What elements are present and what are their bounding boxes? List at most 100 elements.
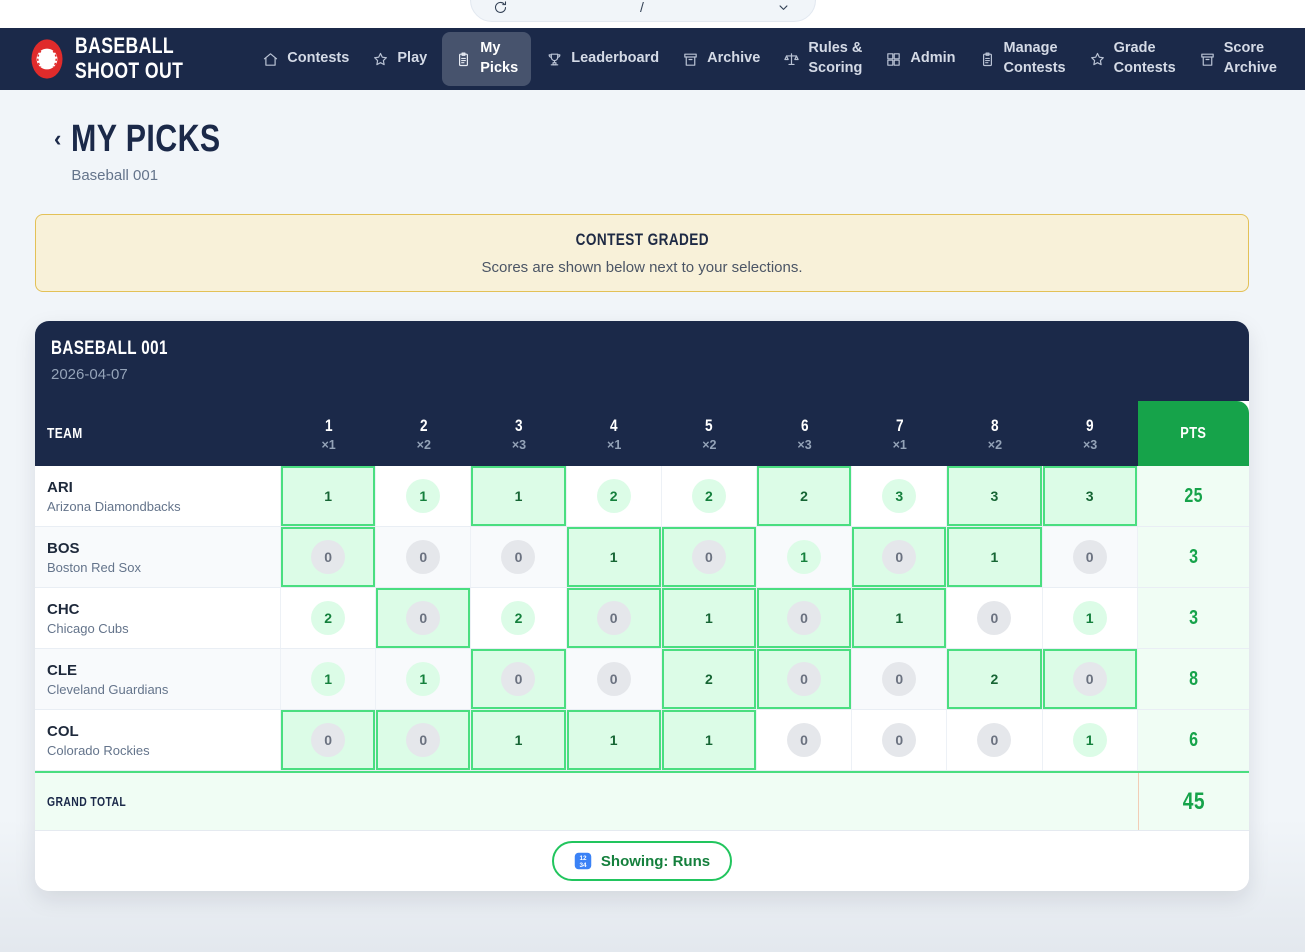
team-name: Cleveland Guardians <box>47 681 169 697</box>
cell-value: 1 <box>324 488 332 504</box>
picked-cell-chc-inning-4: 0 <box>566 588 662 648</box>
score-cell-chc-inning-1: 2 <box>281 588 377 648</box>
score-cell-ari-inning-2: 1 <box>376 466 472 526</box>
cell-value-badge: 0 <box>882 662 917 696</box>
cell-value-badge: 0 <box>1072 662 1107 696</box>
nav-item-admin[interactable]: Admin <box>877 42 963 76</box>
picked-cell-chc-inning-5: 1 <box>661 588 757 648</box>
cell-value: 1 <box>704 610 713 626</box>
inning-number: 4 <box>610 415 619 435</box>
team-abbr: COL <box>47 722 79 740</box>
team-row-cle: CLE Cleveland Guardians 1 1 0 0 2 0 0 2 0 8 <box>35 649 1249 710</box>
nav-item-contests[interactable]: Contests <box>254 42 357 76</box>
cell-value-badge: 0 <box>501 540 536 574</box>
inning-number: 8 <box>990 415 999 435</box>
brand[interactable]: BASEBALL SHOOT OUT <box>30 33 210 84</box>
picked-cell-ari-inning-8: 3 <box>947 466 1043 526</box>
grid-icon <box>887 52 901 66</box>
nav-item-score-archive[interactable]: Score Archive <box>1191 32 1285 85</box>
picked-cell-ari-inning-1: 1 <box>281 466 377 526</box>
nav-item-label: Rules & Scoring <box>808 40 863 76</box>
nav-item-label: Grade Contests <box>1113 40 1176 76</box>
back-button[interactable]: ‹ <box>44 114 71 164</box>
score-cell-ari-inning-7: 3 <box>852 466 948 526</box>
inning-column-header-9: 9 ×3 <box>1042 401 1138 466</box>
cell-value-badge: 0 <box>311 723 346 757</box>
team-cell: ARI Arizona Diamondbacks <box>35 466 281 526</box>
clipboard-icon <box>982 52 992 66</box>
brand-title: BASEBALL SHOOT OUT <box>75 33 184 83</box>
banner-title: CONTEST GRADED <box>575 230 709 249</box>
score-cell-cle-inning-7: 0 <box>852 649 948 709</box>
nav-items: Contests Play My Picks Leaderboard Archive Ru… <box>254 32 1289 86</box>
cell-value: 1 <box>895 610 904 626</box>
score-cell-bos-inning-2: 0 <box>376 527 472 587</box>
picks-card: BASEBALL 001 2026-04-07 TEAM 1 ×1 2 ×2 3 ×3 4 ×1… <box>35 321 1249 891</box>
cell-value-badge: 0 <box>406 601 441 635</box>
team-name: Colorado Rockies <box>47 742 150 758</box>
nav-item-grade-contests[interactable]: Grade Contests <box>1081 32 1184 85</box>
input-numbers-icon: 12 34 <box>574 852 592 870</box>
page-head: ‹ MY PICKS Baseball 001 <box>44 114 1270 184</box>
inning-column-header-4: 4 ×1 <box>566 401 662 466</box>
inning-multiplier: ×3 <box>1082 437 1098 452</box>
cell-value-badge: 1 <box>1072 723 1107 757</box>
card-header: BASEBALL 001 2026-04-07 <box>35 321 1249 401</box>
team-name: Boston Red Sox <box>47 559 141 575</box>
picked-cell-cle-inning-3: 0 <box>471 649 567 709</box>
cell-value-badge: 0 <box>406 723 441 757</box>
team-cell: COL Colorado Rockies <box>35 710 281 770</box>
page-subtitle: Baseball 001 <box>71 167 159 184</box>
table-header-row: TEAM 1 ×1 2 ×2 3 ×3 4 ×1 5 ×2 6 ×3 7 ×1 8 ×2 9 ×3 PTS <box>35 401 1249 466</box>
team-column-header: TEAM <box>35 401 281 466</box>
score-cell-chc-inning-9: 1 <box>1043 588 1138 648</box>
cell-value-badge: 0 <box>501 662 536 696</box>
svg-text:34: 34 <box>579 862 587 869</box>
team-name: Arizona Diamondbacks <box>47 498 181 514</box>
cell-value-badge: 0 <box>787 601 822 635</box>
nav-item-play[interactable]: Play <box>364 42 435 76</box>
cell-value-badge: 0 <box>882 723 917 757</box>
team-abbr: CLE <box>47 661 77 679</box>
cell-value-badge: 0 <box>596 601 631 635</box>
showing-runs-label: Showing: Runs <box>600 852 711 870</box>
team-name: Chicago Cubs <box>47 620 129 636</box>
score-cell-ari-inning-5: 2 <box>662 466 757 526</box>
game-selector-dropdown[interactable]: / <box>470 0 816 22</box>
cell-value: 2 <box>704 671 713 687</box>
pts-value: 6 <box>1188 728 1198 751</box>
card-footer: 12 34 Showing: Runs <box>35 830 1249 891</box>
inning-number: 5 <box>705 415 714 435</box>
pts-value: 25 <box>1184 484 1203 507</box>
cell-value-badge: 0 <box>691 540 726 574</box>
cell-value-badge: 1 <box>1072 601 1107 635</box>
showing-runs-button[interactable]: 12 34 Showing: Runs <box>551 841 733 881</box>
picked-cell-col-inning-3: 1 <box>471 710 567 770</box>
cell-value: 2 <box>990 671 999 687</box>
picks-table: TEAM 1 ×1 2 ×2 3 ×3 4 ×1 5 ×2 6 ×3 7 ×1 8 ×2 9 ×3 PTS ARI Ari… <box>35 401 1249 830</box>
picked-cell-cle-inning-5: 2 <box>661 649 757 709</box>
refresh-icon[interactable] <box>493 0 508 15</box>
nav-item-leaderboard[interactable]: Leaderboard <box>538 42 667 76</box>
cell-value-badge: 1 <box>406 479 441 513</box>
picked-cell-bos-inning-8: 1 <box>947 527 1043 587</box>
inning-column-header-3: 3 ×3 <box>471 401 567 466</box>
pts-cell-ari: 25 <box>1137 466 1249 526</box>
team-row-ari: ARI Arizona Diamondbacks 1 1 1 2 2 2 3 3 3 25 <box>35 466 1249 527</box>
picked-cell-bos-inning-5: 0 <box>661 527 757 587</box>
nav-item-manage-contests[interactable]: Manage Contests <box>971 32 1074 85</box>
nav-item-archive[interactable]: Archive <box>674 42 768 76</box>
cell-value-badge: 2 <box>311 601 346 635</box>
team-row-bos: BOS Boston Red Sox 0 0 0 1 0 1 0 1 0 3 <box>35 527 1249 588</box>
nav-item-rules-scoring[interactable]: Rules & Scoring <box>775 32 870 85</box>
cell-value-badge: 0 <box>787 723 822 757</box>
inning-column-header-6: 6 ×3 <box>756 401 853 466</box>
banner-message: Scores are shown below next to your sele… <box>481 259 803 276</box>
nav-item-my-picks[interactable]: My Picks <box>442 32 532 86</box>
score-cell-bos-inning-3: 0 <box>471 527 567 587</box>
cell-value-badge: 2 <box>691 479 726 513</box>
score-cell-chc-inning-8: 0 <box>947 588 1043 648</box>
cell-value-badge: 1 <box>406 662 441 696</box>
clipboard-icon <box>459 52 469 66</box>
grand-total-label: GRAND TOTAL <box>35 773 1138 830</box>
